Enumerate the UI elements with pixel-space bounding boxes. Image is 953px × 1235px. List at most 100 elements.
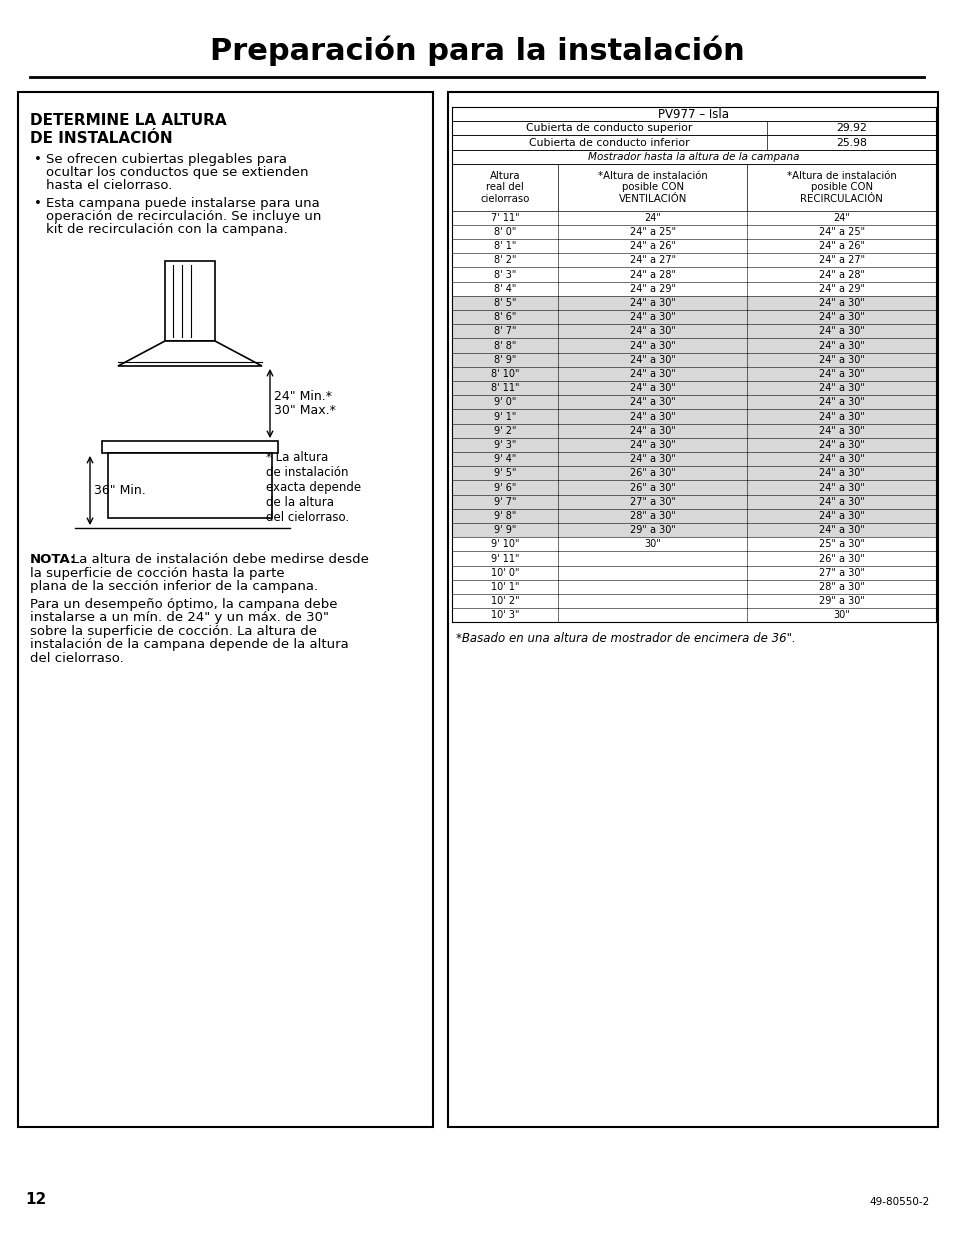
Text: 8' 2": 8' 2" bbox=[494, 256, 516, 266]
Text: 27" a 30": 27" a 30" bbox=[629, 496, 675, 506]
Text: 36" Min.: 36" Min. bbox=[94, 484, 146, 496]
Text: 30": 30" bbox=[644, 540, 660, 550]
Text: 24" a 30": 24" a 30" bbox=[818, 440, 863, 450]
Text: 24" a 28": 24" a 28" bbox=[629, 269, 675, 279]
Bar bbox=[452, 136, 935, 149]
Text: 30": 30" bbox=[832, 610, 849, 620]
Text: 24": 24" bbox=[643, 212, 660, 222]
Text: 29" a 30": 29" a 30" bbox=[629, 525, 675, 535]
Text: 24" a 30": 24" a 30" bbox=[818, 298, 863, 308]
Text: 24" a 25": 24" a 25" bbox=[818, 227, 863, 237]
Text: Esta campana puede instalarse para una: Esta campana puede instalarse para una bbox=[46, 198, 319, 210]
Text: ocultar los conductos que se extienden: ocultar los conductos que se extienden bbox=[46, 165, 308, 179]
Text: 26" a 30": 26" a 30" bbox=[818, 553, 863, 563]
Text: plana de la sección inferior de la campana.: plana de la sección inferior de la campa… bbox=[30, 580, 317, 593]
Text: 8' 7": 8' 7" bbox=[494, 326, 516, 336]
Bar bbox=[452, 509, 935, 524]
Text: PV977 – Isla: PV977 – Isla bbox=[658, 107, 729, 121]
Text: 9' 11": 9' 11" bbox=[491, 553, 519, 563]
Text: 10' 0": 10' 0" bbox=[491, 568, 519, 578]
Text: 9' 3": 9' 3" bbox=[494, 440, 516, 450]
Text: 24" a 30": 24" a 30" bbox=[818, 511, 863, 521]
Bar bbox=[452, 310, 935, 325]
Text: 25" a 30": 25" a 30" bbox=[818, 540, 863, 550]
Text: 27" a 30": 27" a 30" bbox=[818, 568, 863, 578]
Text: *Altura de instalación
posible CON
RECIRCULACIÓN: *Altura de instalación posible CON RECIR… bbox=[786, 170, 896, 204]
Bar bbox=[452, 353, 935, 367]
Bar bbox=[452, 594, 935, 609]
Text: 9' 10": 9' 10" bbox=[491, 540, 519, 550]
Text: 8' 5": 8' 5" bbox=[494, 298, 516, 308]
Text: 24" a 30": 24" a 30" bbox=[629, 440, 675, 450]
Text: 24" a 30": 24" a 30" bbox=[818, 312, 863, 322]
Text: operación de recirculación. Se incluye un: operación de recirculación. Se incluye u… bbox=[46, 210, 321, 224]
Text: 8' 3": 8' 3" bbox=[494, 269, 516, 279]
Bar bbox=[452, 566, 935, 580]
Text: 24" a 30": 24" a 30" bbox=[818, 496, 863, 506]
Text: 28" a 30": 28" a 30" bbox=[818, 582, 863, 592]
Text: 10' 3": 10' 3" bbox=[491, 610, 519, 620]
Text: 24" a 28": 24" a 28" bbox=[818, 269, 863, 279]
Bar bbox=[452, 107, 935, 121]
Text: 24" a 30": 24" a 30" bbox=[818, 525, 863, 535]
Bar bbox=[452, 524, 935, 537]
Text: Mostrador hasta la altura de la campana: Mostrador hasta la altura de la campana bbox=[588, 152, 799, 162]
Text: 49-80550-2: 49-80550-2 bbox=[869, 1197, 929, 1207]
Bar bbox=[452, 338, 935, 353]
Text: 7' 11": 7' 11" bbox=[491, 212, 519, 222]
Text: *Altura de instalación
posible CON
VENTILACIÓN: *Altura de instalación posible CON VENTI… bbox=[598, 170, 707, 204]
Text: 30" Max.*: 30" Max.* bbox=[274, 404, 335, 417]
Text: 24" a 30": 24" a 30" bbox=[818, 398, 863, 408]
Bar bbox=[452, 452, 935, 467]
Text: instalarse a un mín. de 24" y un máx. de 30": instalarse a un mín. de 24" y un máx. de… bbox=[30, 611, 329, 624]
Polygon shape bbox=[118, 341, 262, 366]
Text: 10' 2": 10' 2" bbox=[491, 597, 519, 606]
Bar bbox=[452, 495, 935, 509]
Text: 24" a 30": 24" a 30" bbox=[818, 383, 863, 393]
Text: 26" a 30": 26" a 30" bbox=[629, 483, 675, 493]
Text: 24" a 27": 24" a 27" bbox=[818, 256, 863, 266]
Text: 24" a 27": 24" a 27" bbox=[629, 256, 676, 266]
Text: hasta el cielorraso.: hasta el cielorraso. bbox=[46, 179, 172, 191]
Text: 24" a 26": 24" a 26" bbox=[629, 241, 675, 251]
Bar bbox=[452, 121, 935, 136]
Text: •: • bbox=[34, 198, 42, 210]
Text: 24" a 30": 24" a 30" bbox=[629, 354, 675, 364]
Text: * La altura
de instalación
exacta depende
de la altura
del cielorraso.: * La altura de instalación exacta depend… bbox=[266, 451, 361, 524]
Bar bbox=[452, 240, 935, 253]
Text: Cubierta de conducto superior: Cubierta de conducto superior bbox=[525, 124, 692, 133]
Text: 8' 8": 8' 8" bbox=[494, 341, 516, 351]
Bar bbox=[452, 609, 935, 622]
Text: 24" a 30": 24" a 30" bbox=[818, 426, 863, 436]
Text: 24" a 29": 24" a 29" bbox=[818, 284, 863, 294]
Text: Para un desempeño óptimo, la campana debe: Para un desempeño óptimo, la campana deb… bbox=[30, 598, 337, 610]
Text: 24" a 30": 24" a 30" bbox=[629, 298, 675, 308]
Text: 24" a 30": 24" a 30" bbox=[629, 398, 675, 408]
Bar bbox=[452, 410, 935, 424]
Text: 8' 10": 8' 10" bbox=[491, 369, 519, 379]
Text: La altura de instalación debe medirse desde: La altura de instalación debe medirse de… bbox=[71, 553, 369, 566]
Bar bbox=[18, 91, 433, 1128]
Text: 8' 11": 8' 11" bbox=[491, 383, 519, 393]
Text: NOTA:: NOTA: bbox=[30, 553, 76, 566]
Bar bbox=[452, 149, 935, 164]
Text: del cielorraso.: del cielorraso. bbox=[30, 652, 124, 664]
Text: 24" a 30": 24" a 30" bbox=[818, 468, 863, 478]
Bar bbox=[452, 552, 935, 566]
Text: 8' 9": 8' 9" bbox=[494, 354, 516, 364]
Bar bbox=[452, 467, 935, 480]
Text: sobre la superficie de cocción. La altura de: sobre la superficie de cocción. La altur… bbox=[30, 625, 316, 637]
Text: la superficie de cocción hasta la parte: la superficie de cocción hasta la parte bbox=[30, 567, 284, 579]
Text: 24" a 30": 24" a 30" bbox=[629, 426, 675, 436]
Text: 24" a 30": 24" a 30" bbox=[818, 483, 863, 493]
Text: 9' 9": 9' 9" bbox=[494, 525, 516, 535]
Bar bbox=[452, 424, 935, 438]
Bar bbox=[108, 453, 272, 517]
Text: 8' 0": 8' 0" bbox=[494, 227, 516, 237]
Bar bbox=[452, 225, 935, 240]
Text: 25.98: 25.98 bbox=[835, 137, 866, 147]
Text: 9' 6": 9' 6" bbox=[494, 483, 516, 493]
Bar bbox=[452, 282, 935, 296]
Text: 24": 24" bbox=[832, 212, 849, 222]
Bar bbox=[452, 537, 935, 552]
